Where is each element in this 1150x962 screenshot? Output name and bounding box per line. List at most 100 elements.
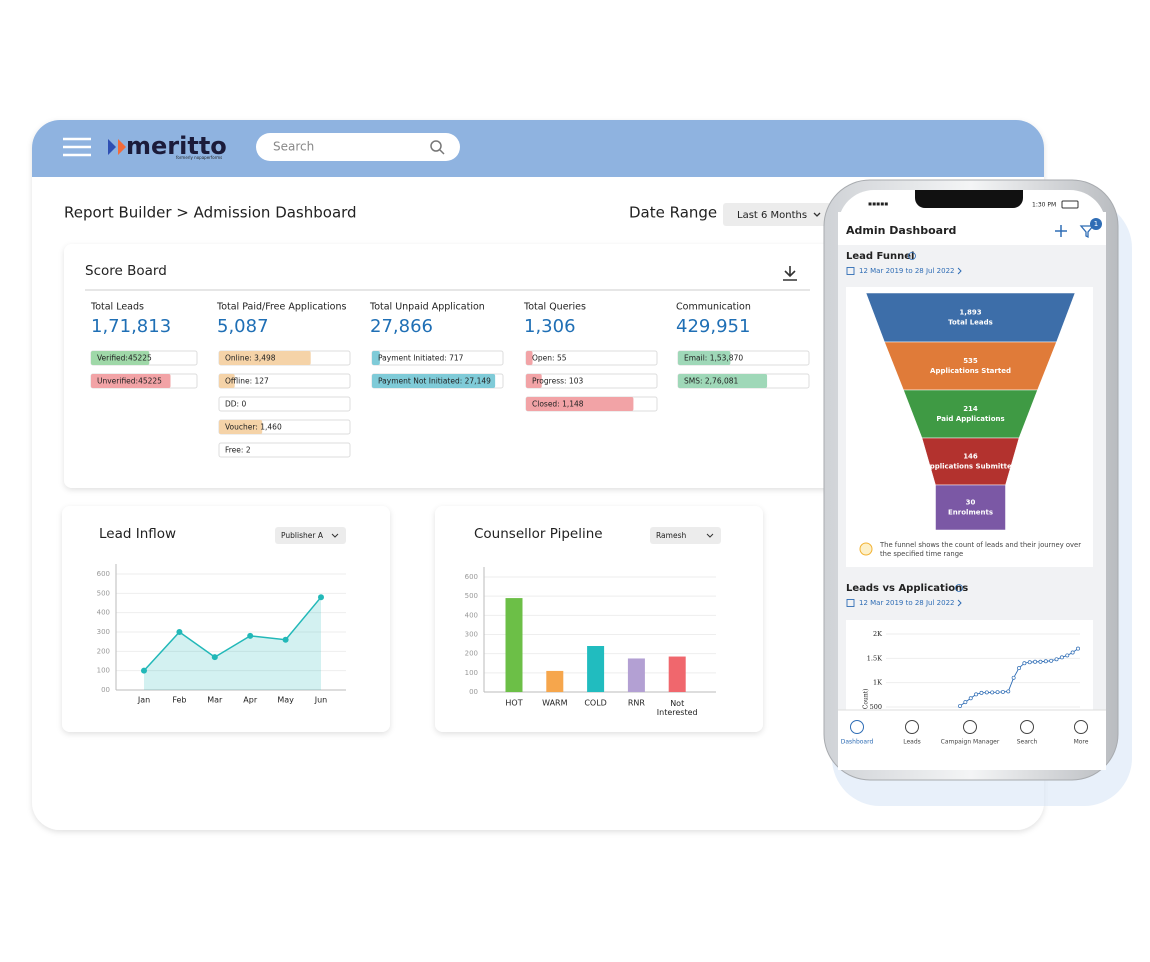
metric-fill — [526, 351, 533, 365]
section-date: 12 Mar 2019 to 28 Jul 2022 — [859, 267, 954, 275]
logo-mark — [118, 139, 126, 155]
funnel-label: Enrolments — [948, 509, 993, 517]
chart-filter-dropdown[interactable]: Publisher A — [275, 527, 346, 544]
column-title: Total Queries — [523, 302, 586, 313]
nav-label: Leads — [903, 739, 921, 746]
x-tick-label: Apr — [243, 696, 258, 705]
metric-fill — [219, 420, 263, 434]
point — [974, 692, 979, 697]
point — [1022, 661, 1027, 666]
metric-label: Online: 3,498 — [225, 354, 276, 363]
y-tick-label: 600 — [465, 573, 478, 581]
column-total: 429,951 — [676, 316, 750, 337]
search-placeholder: Search — [273, 140, 314, 154]
date-range-value: Last 6 Months — [737, 210, 807, 221]
point — [979, 690, 984, 695]
point — [1065, 653, 1070, 658]
x-tick-label: WARM — [542, 699, 568, 708]
bar — [627, 658, 645, 692]
menu-button[interactable] — [63, 137, 91, 157]
y-tick-label: 300 — [97, 628, 110, 636]
y-tick-label: 1K — [873, 679, 882, 687]
point — [1006, 689, 1011, 694]
info-icon — [955, 584, 963, 592]
phone-notch — [915, 190, 1023, 208]
metric-fill — [372, 351, 380, 365]
funnel-label: Total Leads — [948, 319, 993, 327]
column-total: 1,306 — [524, 316, 576, 337]
search-box[interactable]: Search — [256, 133, 460, 161]
bar — [668, 656, 686, 692]
section-date: 12 Mar 2019 to 28 Jul 2022 — [859, 599, 954, 607]
metric-label: Open: 55 — [532, 354, 567, 363]
lead-inflow-card — [62, 506, 390, 732]
battery — [1061, 200, 1079, 209]
y-tick-label: 400 — [465, 611, 478, 619]
nav-item[interactable]: Leads — [903, 720, 921, 746]
bar — [587, 646, 605, 692]
point — [1076, 646, 1080, 651]
funnel-stage — [935, 484, 1006, 531]
section-title: Leads vs Applications — [846, 583, 968, 594]
funnel-value: 30 — [966, 499, 976, 507]
funnel-stage — [884, 341, 1057, 391]
point — [282, 636, 289, 643]
mobile-title: Admin Dashboard — [846, 224, 956, 237]
metric-fill — [372, 374, 496, 388]
download-button[interactable] — [783, 266, 797, 281]
point — [984, 690, 989, 695]
nav-label: Campaign Manager — [941, 739, 1000, 746]
metric-fill — [526, 374, 542, 388]
status-time: 1:30 PM — [1032, 202, 1056, 209]
chart-filter-dropdown[interactable]: Ramesh — [650, 527, 721, 544]
nav-item[interactable]: Search — [1017, 720, 1038, 746]
logo: meritto — [126, 132, 227, 160]
note-icon — [859, 542, 873, 556]
funnel-stage — [903, 389, 1038, 439]
metric-label: Email: 1,53,870 — [684, 354, 743, 363]
nav-icon — [850, 720, 864, 734]
funnel-value: 146 — [963, 453, 978, 461]
y-tick-label: 200 — [97, 647, 110, 655]
nav-item[interactable]: Dashboard — [841, 720, 874, 746]
dropdown-value: Publisher A — [281, 531, 324, 540]
metric-fill — [219, 374, 235, 388]
funnel-value: 214 — [963, 405, 978, 413]
point — [995, 690, 1000, 695]
chart-title: Lead Inflow — [99, 526, 176, 542]
chevron — [331, 533, 339, 538]
nav-label: Search — [1017, 739, 1038, 746]
add-button[interactable] — [1055, 225, 1067, 237]
metric-fill — [219, 351, 311, 365]
score-board-card — [64, 244, 844, 488]
point — [1038, 659, 1043, 664]
chevron — [957, 599, 962, 607]
column-title: Total Paid/Free Applications — [216, 302, 346, 313]
metric-label: Verified:45225 — [97, 354, 152, 363]
filter-button[interactable]: 1 — [1079, 218, 1102, 239]
metric-label: Payment Initiated: 717 — [378, 354, 464, 363]
dropdown-value: Ramesh — [656, 531, 686, 540]
metric-label: Voucher: 1,460 — [225, 423, 282, 432]
metric-fill — [91, 351, 150, 365]
nav-item[interactable]: Campaign Manager — [941, 720, 1000, 746]
nav-item[interactable]: More — [1074, 720, 1089, 746]
nav-icon — [1074, 720, 1088, 734]
x-tick-label: Mar — [207, 696, 223, 705]
metric-fill — [678, 374, 768, 388]
point — [1043, 659, 1048, 664]
funnel-note: The funnel shows the count of leads and … — [879, 541, 1081, 558]
metric-label: Offline: 127 — [225, 377, 269, 386]
x-tick-label: Feb — [172, 696, 186, 705]
nav-icon — [1020, 720, 1034, 734]
metric-label: Unverified:45225 — [97, 377, 162, 386]
funnel-label: Applications Submitted — [924, 463, 1016, 471]
point — [1000, 689, 1005, 694]
metric-fill — [678, 351, 731, 365]
point — [990, 690, 995, 695]
metric-box — [218, 396, 351, 412]
point — [1017, 666, 1021, 671]
date-range-dropdown[interactable]: Last 6 Months — [723, 203, 831, 226]
y-tick-label: 100 — [465, 669, 478, 677]
